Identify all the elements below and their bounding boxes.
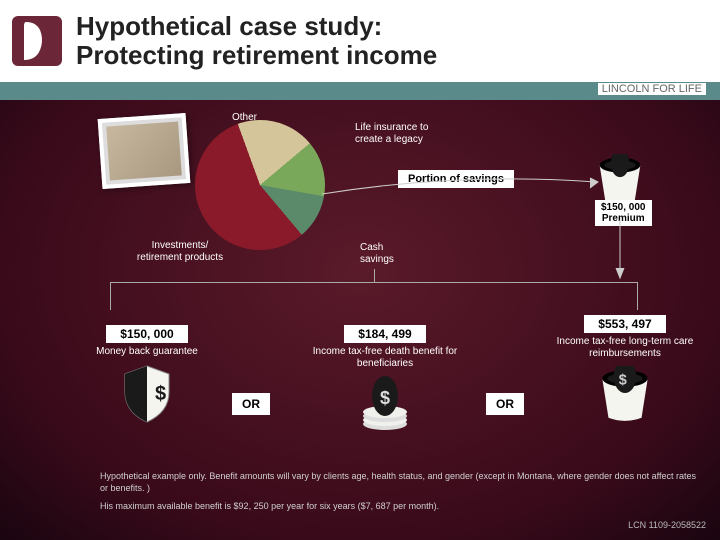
bracket xyxy=(110,282,638,310)
title-line2: Protecting retirement income xyxy=(76,41,437,70)
slide: Hypothetical case study: Protecting reti… xyxy=(0,0,720,540)
premium-amount: $150, 000 xyxy=(601,202,646,213)
or-1: OR xyxy=(232,393,270,415)
footnote-1: Hypothetical example only. Benefit amoun… xyxy=(100,470,700,494)
coins-icon: $ xyxy=(360,376,410,432)
opt3-desc: Income tax-free long-term care reimburse… xyxy=(550,336,700,360)
svg-text:$: $ xyxy=(619,373,627,389)
pie-label-investments: Investments/ retirement products xyxy=(130,240,230,264)
footnotes: Hypothetical example only. Benefit amoun… xyxy=(100,470,700,518)
page-title: Hypothetical case study: Protecting reti… xyxy=(76,12,437,69)
pie-label-other: Other xyxy=(232,112,257,123)
pie-label-cash: Cash savings xyxy=(360,242,420,266)
pie-label-life: Life insurance to create a legacy xyxy=(355,122,445,146)
opt3-amount: $553, 497 xyxy=(584,315,665,333)
header: Hypothetical case study: Protecting reti… xyxy=(0,0,720,82)
option-moneyback: $150, 000 Money back guarantee $ xyxy=(82,325,212,429)
logo-icon xyxy=(12,16,62,66)
title-line1: Hypothetical case study: xyxy=(76,12,437,41)
svg-text:$: $ xyxy=(155,383,166,405)
svg-text:$: $ xyxy=(380,388,390,408)
opt2-desc: Income tax-free death benefit for benefi… xyxy=(300,346,470,370)
content: Other Life insurance to create a legacy … xyxy=(0,100,720,540)
opt2-amount: $184, 499 xyxy=(344,325,425,343)
couple-photo xyxy=(98,113,191,189)
option-ltc: $553, 497 Income tax-free long-term care… xyxy=(550,315,700,427)
footnote-2: His maximum available benefit is $92, 25… xyxy=(100,500,700,512)
bucket-icon: $ xyxy=(594,366,656,422)
arrow-portion-to-bucket xyxy=(320,170,600,220)
arrow-down xyxy=(614,218,626,282)
opt1-amount: $150, 000 xyxy=(106,325,187,343)
option-death-benefit: $184, 499 Income tax-free death benefit … xyxy=(300,325,470,437)
lcn-code: LCN 1109-2058522 xyxy=(628,520,706,530)
opt1-desc: Money back guarantee xyxy=(82,346,212,358)
accent-bar: LINCOLN FOR LIFE xyxy=(0,82,720,100)
shield-icon: $ xyxy=(121,364,173,424)
tagline: LINCOLN FOR LIFE xyxy=(598,83,706,95)
or-2: OR xyxy=(486,393,524,415)
